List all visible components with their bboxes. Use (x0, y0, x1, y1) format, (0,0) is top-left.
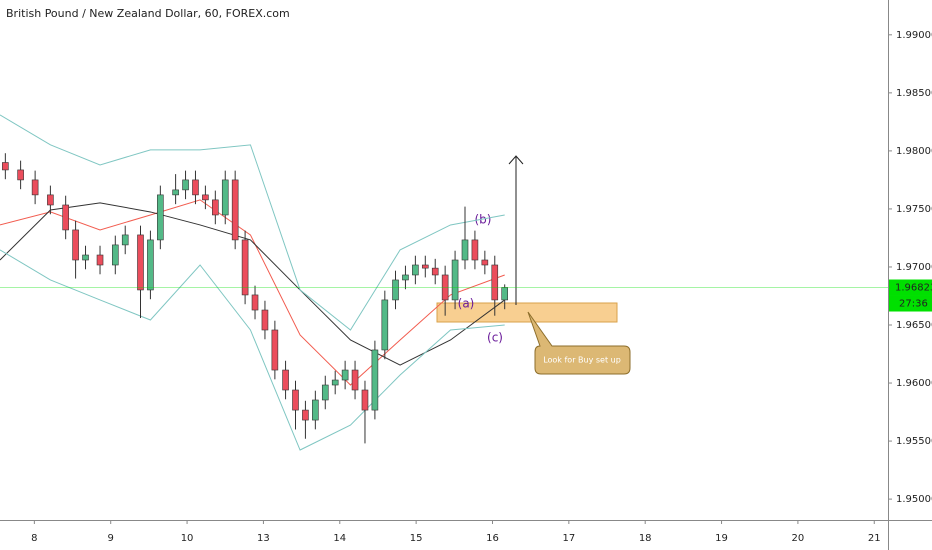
wave-label: (a) (458, 297, 475, 311)
candle-body (302, 409, 309, 421)
candle-body (82, 254, 89, 261)
last-price-tag (889, 279, 932, 296)
y-tick-label: 1.95500 (896, 436, 932, 447)
indicator-line (0, 199, 505, 386)
candle-body (147, 239, 154, 291)
wave-label: (b) (475, 213, 492, 227)
candle-body (261, 309, 269, 331)
candle-body (231, 179, 239, 241)
candle-body (371, 349, 379, 411)
candle-body (157, 194, 164, 241)
candle-body (392, 279, 399, 301)
indicator-line (0, 249, 505, 451)
candle-body (111, 244, 119, 266)
candle-body (501, 287, 509, 301)
candle-body (212, 199, 219, 216)
candle-body (96, 254, 104, 266)
y-tick-label: 1.97500 (896, 204, 932, 215)
candle-body (292, 389, 299, 411)
x-tick-label: 18 (639, 533, 652, 544)
y-tick-label: 1.98000 (896, 146, 932, 157)
candle-body (17, 169, 24, 181)
y-tick-label: 1.96500 (896, 320, 932, 331)
candle-body (241, 239, 249, 296)
x-tick-label: 16 (486, 533, 499, 544)
y-tick-label: 1.98500 (896, 88, 932, 99)
chart-title: British Pound / New Zealand Dollar, 60, … (6, 7, 290, 20)
candle-body (461, 239, 469, 261)
countdown-tag (889, 295, 932, 312)
countdown-label: 27:36 (899, 299, 928, 310)
candle-body (471, 239, 479, 261)
candle-body (331, 379, 339, 386)
candle-body (172, 189, 179, 196)
candle-body (351, 369, 359, 391)
candle-body (421, 264, 429, 269)
candle-body (221, 179, 229, 216)
candle-body (341, 369, 349, 381)
candle-body (62, 204, 69, 231)
candle-body (312, 399, 319, 421)
x-tick-label: 21 (868, 533, 881, 544)
indicator-line (0, 114, 505, 331)
x-tick-label: 13 (257, 533, 270, 544)
x-tick-label: 15 (410, 533, 423, 544)
last-price-label: 1.96823 (895, 283, 932, 294)
candle-body (47, 194, 54, 206)
callout (527, 311, 631, 375)
candle-body (282, 369, 289, 391)
candle-body (182, 179, 189, 191)
candle-body (137, 234, 144, 291)
candle-body (491, 264, 499, 301)
y-tick-label: 1.95000 (896, 494, 932, 505)
candle-body (381, 299, 389, 351)
candle-body (251, 294, 259, 311)
indicator-line (0, 202, 505, 366)
candle-body (321, 384, 329, 401)
candle-body (431, 267, 439, 276)
y-tick-label: 1.96000 (896, 378, 932, 389)
candle-body (72, 229, 79, 261)
candle-body (451, 259, 459, 301)
x-tick-label: 8 (31, 533, 37, 544)
x-tick-label: 14 (333, 533, 346, 544)
candle-body (481, 259, 489, 266)
x-tick-label: 10 (181, 533, 194, 544)
arrow-head (508, 155, 524, 165)
candle-body (192, 179, 199, 196)
candle-body (271, 329, 279, 371)
x-tick-label: 17 (562, 533, 575, 544)
candle-body (121, 234, 129, 246)
x-tick-label: 9 (108, 533, 114, 544)
candle-body (412, 264, 419, 276)
wave-label: (c) (487, 331, 503, 345)
candle-body (2, 162, 9, 171)
callout-text: Look for Buy set up (543, 356, 621, 365)
candle-body (361, 389, 369, 411)
y-tick-label: 1.99000 (896, 30, 932, 41)
candle-body (402, 274, 409, 281)
y-tick-label: 1.97000 (896, 262, 932, 273)
candle-body (31, 179, 39, 196)
x-tick-label: 20 (792, 533, 805, 544)
x-tick-label: 19 (715, 533, 728, 544)
candle-body (202, 194, 209, 201)
